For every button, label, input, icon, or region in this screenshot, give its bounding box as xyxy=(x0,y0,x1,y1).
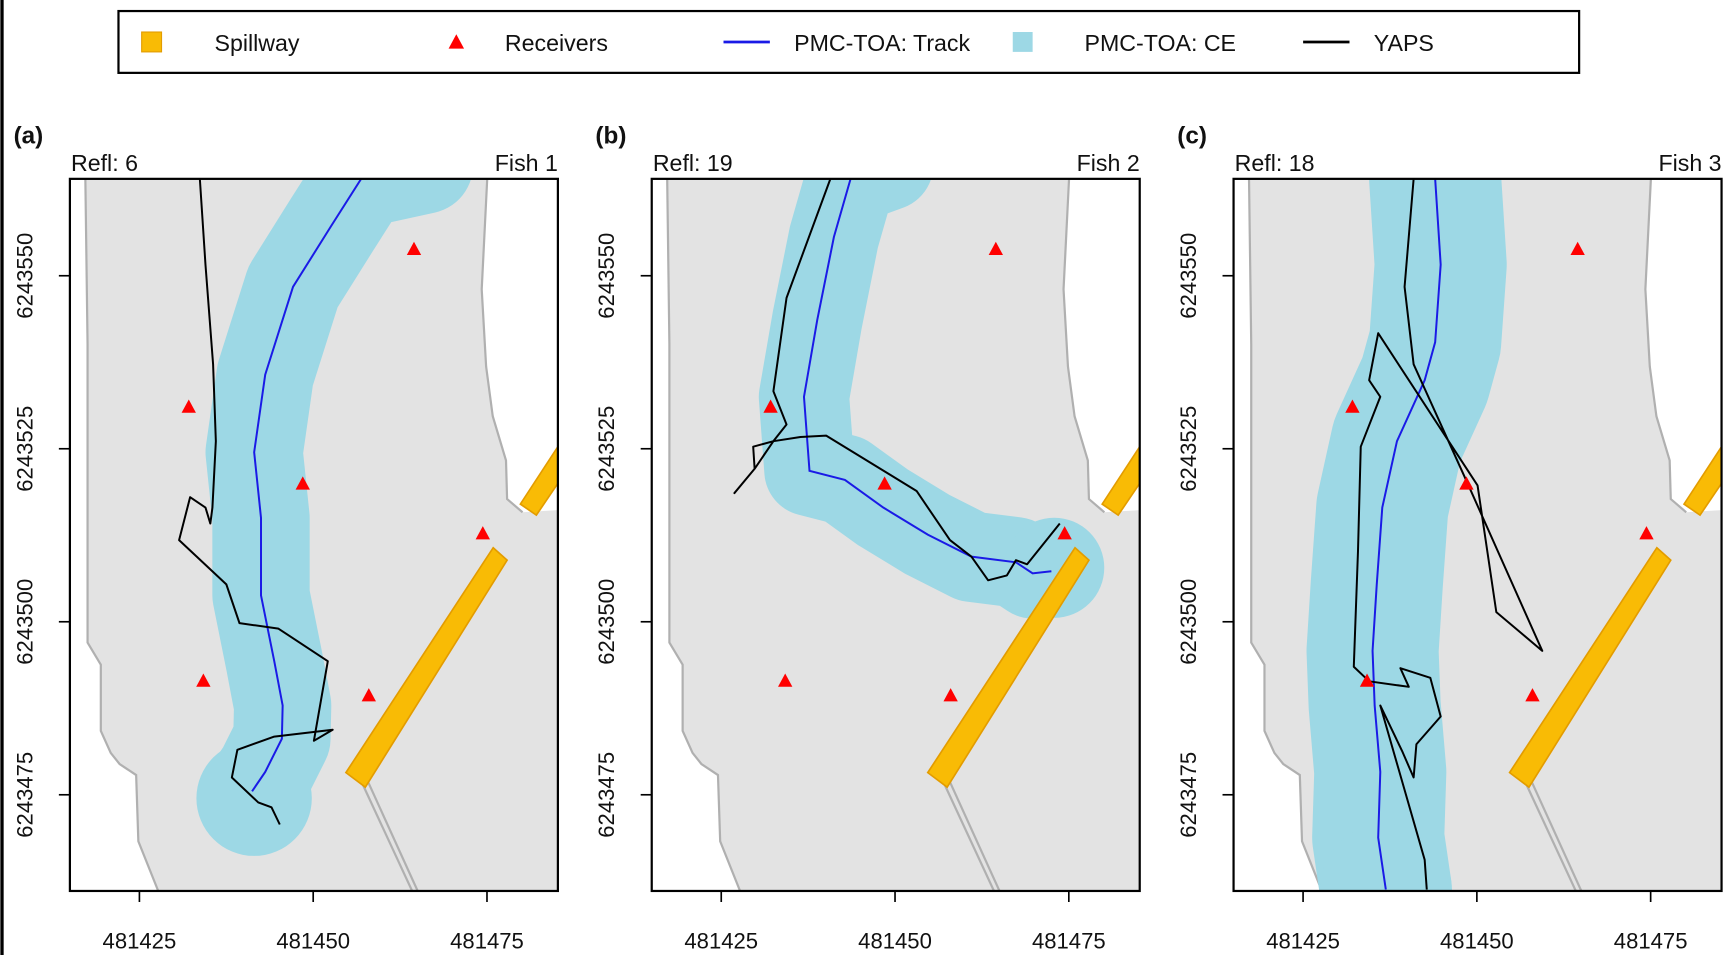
channel-edge-line xyxy=(1530,781,1583,891)
receiver-marker xyxy=(763,399,778,413)
pmc-toa-track xyxy=(1371,178,1442,890)
spillway-legend-icon xyxy=(141,31,163,53)
legend-label-yaps: YAPS xyxy=(1374,30,1434,56)
x-tick-label: 481425 xyxy=(1266,928,1340,953)
receiver-marker xyxy=(1359,673,1375,687)
y-tick-label: 6243550 xyxy=(594,233,619,319)
receiver-marker xyxy=(988,241,1004,255)
y-tick-label: 6243550 xyxy=(1176,233,1201,319)
receiver-marker xyxy=(181,399,196,413)
land-area xyxy=(85,178,558,891)
receiver-marker xyxy=(1570,241,1585,255)
receiver-marker xyxy=(943,688,958,702)
channel-edge-line xyxy=(366,781,419,891)
y-tick-label: 6243475 xyxy=(1176,752,1201,838)
receiver-marker xyxy=(475,526,490,540)
shoreline-left xyxy=(84,178,160,891)
receiver-marker xyxy=(196,673,211,687)
pmc-toa-track xyxy=(802,178,1052,575)
receiver-marker xyxy=(877,476,892,490)
map-panel: 481425 481450 481475 6243475 6243500 6243525 6… xyxy=(594,123,1141,953)
yaps-track xyxy=(178,178,334,825)
x-tick-label: 481425 xyxy=(103,928,177,953)
receiver-marker xyxy=(1459,476,1474,490)
yaps-track xyxy=(1352,178,1544,890)
channel-edge-line xyxy=(361,783,414,891)
panel-label: (b) xyxy=(595,123,626,150)
fish-label: Fish 2 xyxy=(1077,150,1140,176)
spillway xyxy=(1101,445,1140,517)
shoreline-left xyxy=(666,178,742,891)
shoreline-right xyxy=(1062,178,1106,514)
legend-label-ce: PMC-TOA: CE xyxy=(1085,30,1236,56)
panel-plot-area xyxy=(84,178,558,891)
y-tick-label: 6243525 xyxy=(12,406,37,492)
x-tick-label: 481475 xyxy=(1032,928,1106,953)
legend: Spillway Receivers PMC-TOA: Track PMC-TO… xyxy=(117,9,1581,74)
receiver-marker xyxy=(1345,399,1360,413)
pmc-toa-track xyxy=(251,178,362,792)
y-tick-label: 6243550 xyxy=(12,233,37,319)
receiver-marker xyxy=(1525,688,1540,702)
spillway xyxy=(519,445,558,517)
x-tick-label: 481450 xyxy=(276,928,350,953)
shoreline-right xyxy=(1644,178,1687,514)
map-panel: 481425 481450 481475 6243475 6243500 6243525 6… xyxy=(1176,123,1723,953)
fish-label: Fish 3 xyxy=(1658,150,1721,176)
x-tick-label: 481425 xyxy=(684,928,758,953)
receiver-marker xyxy=(1057,526,1072,540)
ce-legend-icon xyxy=(1012,32,1033,52)
panel-label: (a) xyxy=(14,123,44,150)
receiver-marker xyxy=(778,673,793,687)
shoreline-left xyxy=(1247,178,1323,891)
y-tick-label: 6243525 xyxy=(594,406,619,492)
ce-end-region xyxy=(1004,517,1105,618)
y-tick-label: 6243525 xyxy=(1176,406,1201,492)
y-tick-label: 6243475 xyxy=(594,752,619,838)
spillway xyxy=(1682,445,1722,517)
channel-edge-line xyxy=(943,783,995,891)
legend-label-track: PMC-TOA: Track xyxy=(794,30,970,56)
left-border xyxy=(0,0,4,955)
receiver-marker xyxy=(406,241,422,255)
legend-label-receivers: Receivers xyxy=(505,30,608,56)
map-panel: 481425 481450 481475 6243475 6243500 6243525 6… xyxy=(12,123,559,953)
reflection-count: Refl: 19 xyxy=(653,150,733,176)
receiver-marker xyxy=(361,688,376,702)
receiver-marker xyxy=(1639,526,1654,540)
channel-edge-line xyxy=(1525,783,1577,891)
receiver-marker xyxy=(295,476,310,490)
x-tick-label: 481475 xyxy=(450,928,524,953)
panel-label: (c) xyxy=(1177,123,1207,150)
panel-plot-area xyxy=(1247,178,1722,891)
y-tick-label: 6243500 xyxy=(594,579,619,665)
legend-label-spillway: Spillway xyxy=(215,30,300,56)
x-tick-label: 481475 xyxy=(1614,928,1688,953)
reflection-count: Refl: 6 xyxy=(71,150,138,176)
yaps-track xyxy=(733,178,1061,582)
receiver-legend-icon xyxy=(448,34,465,49)
spillway xyxy=(1508,546,1672,789)
spillway xyxy=(926,546,1091,789)
shoreline-right xyxy=(480,178,524,514)
x-tick-label: 481450 xyxy=(858,928,932,953)
channel-edge-line xyxy=(948,781,1001,891)
y-tick-label: 6243500 xyxy=(12,579,37,665)
reflection-count: Refl: 18 xyxy=(1235,150,1315,176)
x-tick-label: 481450 xyxy=(1440,928,1514,953)
spillway xyxy=(344,546,509,789)
y-tick-label: 6243475 xyxy=(12,752,37,838)
fish-label: Fish 1 xyxy=(495,150,558,176)
y-tick-label: 6243500 xyxy=(1176,579,1201,665)
panel-plot-area xyxy=(666,178,1140,891)
